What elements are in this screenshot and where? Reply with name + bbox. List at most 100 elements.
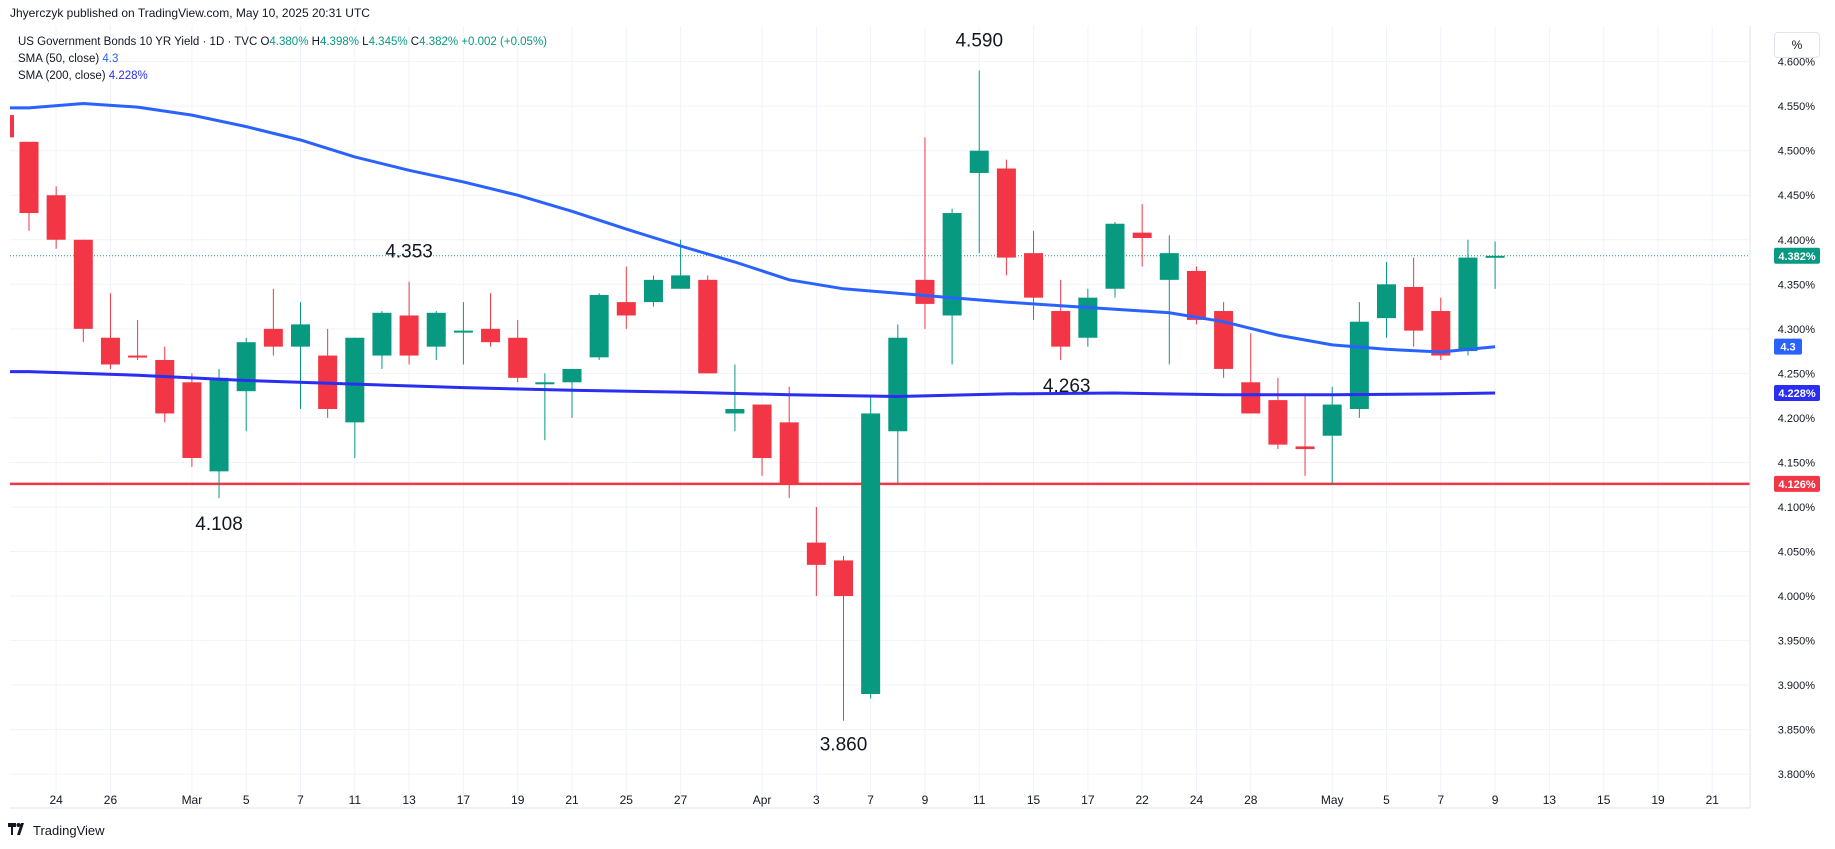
sma200-legend-row[interactable]: SMA (200, close) 4.228% — [18, 68, 547, 85]
x-tick-label: 13 — [402, 793, 416, 807]
candle — [834, 555, 853, 721]
price-tag-bg — [1774, 338, 1802, 355]
high-value: 4.398% — [319, 36, 359, 48]
candle — [616, 266, 636, 329]
y-tick-label: 4.150% — [1778, 457, 1816, 469]
candle-body — [209, 377, 229, 472]
candle-body — [643, 279, 663, 303]
x-tick-label: 17 — [457, 793, 471, 807]
candle-body — [1377, 284, 1396, 319]
candle-body — [671, 275, 691, 289]
y-tick-label: 3.900% — [1778, 680, 1816, 692]
y-tick-label: 4.050% — [1778, 547, 1816, 559]
candle — [182, 373, 202, 467]
publisher-info: Jhyerczyk published on TradingView.com, … — [10, 6, 370, 20]
candle — [1458, 239, 1478, 356]
price-annotations: 4.590 4.353 4.108 3.860 4.263 — [195, 31, 1090, 756]
candle-body — [1485, 255, 1505, 258]
y-tick-label: 4.100% — [1778, 502, 1816, 514]
candle-body — [1322, 404, 1342, 436]
candle-body — [1105, 223, 1125, 289]
candle-body — [236, 342, 256, 392]
footer-brand[interactable]: TradingView — [8, 823, 105, 838]
candle — [372, 311, 392, 369]
sma50-label: SMA (50, close) — [18, 53, 100, 65]
x-tick-label: 5 — [243, 793, 250, 807]
candle — [399, 281, 419, 365]
price-tags: 4.382% 4.3 4.228% 4.126% — [1774, 247, 1820, 492]
candle-body — [481, 328, 501, 343]
candle — [671, 239, 691, 289]
candle-body — [372, 312, 392, 356]
candle — [236, 337, 256, 432]
y-tick-label: 4.550% — [1778, 101, 1816, 113]
candle-body — [616, 302, 636, 316]
x-tick-label: 24 — [49, 793, 63, 807]
low-value: 4.345% — [368, 36, 408, 48]
y-tick-label: 4.300% — [1778, 324, 1816, 336]
sma50-legend-row[interactable]: SMA (50, close) 4.3 — [18, 51, 547, 68]
candle — [1404, 257, 1424, 347]
x-tick-label: 9 — [1492, 793, 1499, 807]
candle-body — [345, 337, 365, 423]
high-label: H — [311, 36, 320, 48]
y-tick-label: 4.000% — [1778, 591, 1816, 603]
change-value: +0.002 (+0.05%) — [461, 36, 547, 48]
candle-body — [1349, 321, 1369, 409]
y-tick-label: 4.250% — [1778, 368, 1816, 380]
candle — [46, 186, 66, 249]
candle — [861, 395, 881, 699]
price-tag-label: 4.3 — [1780, 342, 1795, 354]
candle — [1186, 266, 1206, 325]
sma200-line — [10, 370, 1496, 399]
candle — [1132, 204, 1152, 267]
candle — [1322, 386, 1342, 485]
candle — [752, 404, 772, 476]
candle-body — [969, 150, 989, 173]
candle — [1159, 235, 1179, 365]
x-tick-label: 26 — [104, 793, 118, 807]
candle — [291, 302, 310, 409]
candle-body — [779, 422, 799, 485]
footer-brand-label: TradingView — [33, 823, 105, 838]
candle — [263, 288, 283, 356]
candle-body — [942, 213, 962, 316]
symbol-legend-row[interactable]: US Government Bonds 10 YR Yield · 1D · T… — [18, 34, 547, 51]
sma200-label: SMA (200, close) — [18, 70, 106, 82]
candle-body — [46, 195, 66, 240]
price-tag-bg — [1774, 384, 1820, 401]
candle-body — [1186, 270, 1206, 320]
y-tick-label: 3.800% — [1778, 769, 1816, 781]
candle-body — [1295, 446, 1315, 450]
candle-body — [1078, 297, 1098, 338]
x-tick-label: 27 — [674, 793, 688, 807]
percent-scale-button[interactable]: % — [1774, 32, 1820, 58]
y-tick-label: 4.500% — [1778, 146, 1816, 158]
candle-body — [806, 542, 826, 565]
candle-body — [535, 382, 555, 385]
price-tag-label: 4.228% — [1778, 388, 1816, 400]
y-tick-label: 4.400% — [1778, 235, 1816, 247]
candle — [100, 293, 120, 369]
candle — [1214, 302, 1234, 378]
x-tick-label: 7 — [297, 793, 304, 807]
candle — [128, 319, 148, 361]
candle-body — [100, 337, 120, 365]
candle-body — [1458, 257, 1478, 352]
candle — [209, 368, 229, 499]
price-axis[interactable]: 3.800% 3.850% 3.900% 3.950% 4.000% 4.050% 4.10… — [1749, 26, 1816, 808]
candle — [318, 328, 338, 418]
x-tick-label: 21 — [1706, 793, 1720, 807]
candle — [481, 293, 501, 347]
candle — [562, 368, 582, 418]
symbol-title: US Government Bonds 10 YR Yield · 1D · T… — [18, 36, 258, 48]
candle-body — [182, 382, 202, 458]
x-tick-label: Apr — [753, 793, 772, 807]
x-tick-label: Mar — [182, 793, 203, 807]
time-axis[interactable]: 24 26 Mar 5 7 11 13 17 19 21 25 27 Apr 3 7 9 11 15 17 22 24 2… — [10, 793, 1750, 809]
candle-body — [426, 312, 446, 347]
candle — [698, 275, 718, 374]
candle — [1349, 302, 1369, 418]
candle — [426, 311, 446, 361]
